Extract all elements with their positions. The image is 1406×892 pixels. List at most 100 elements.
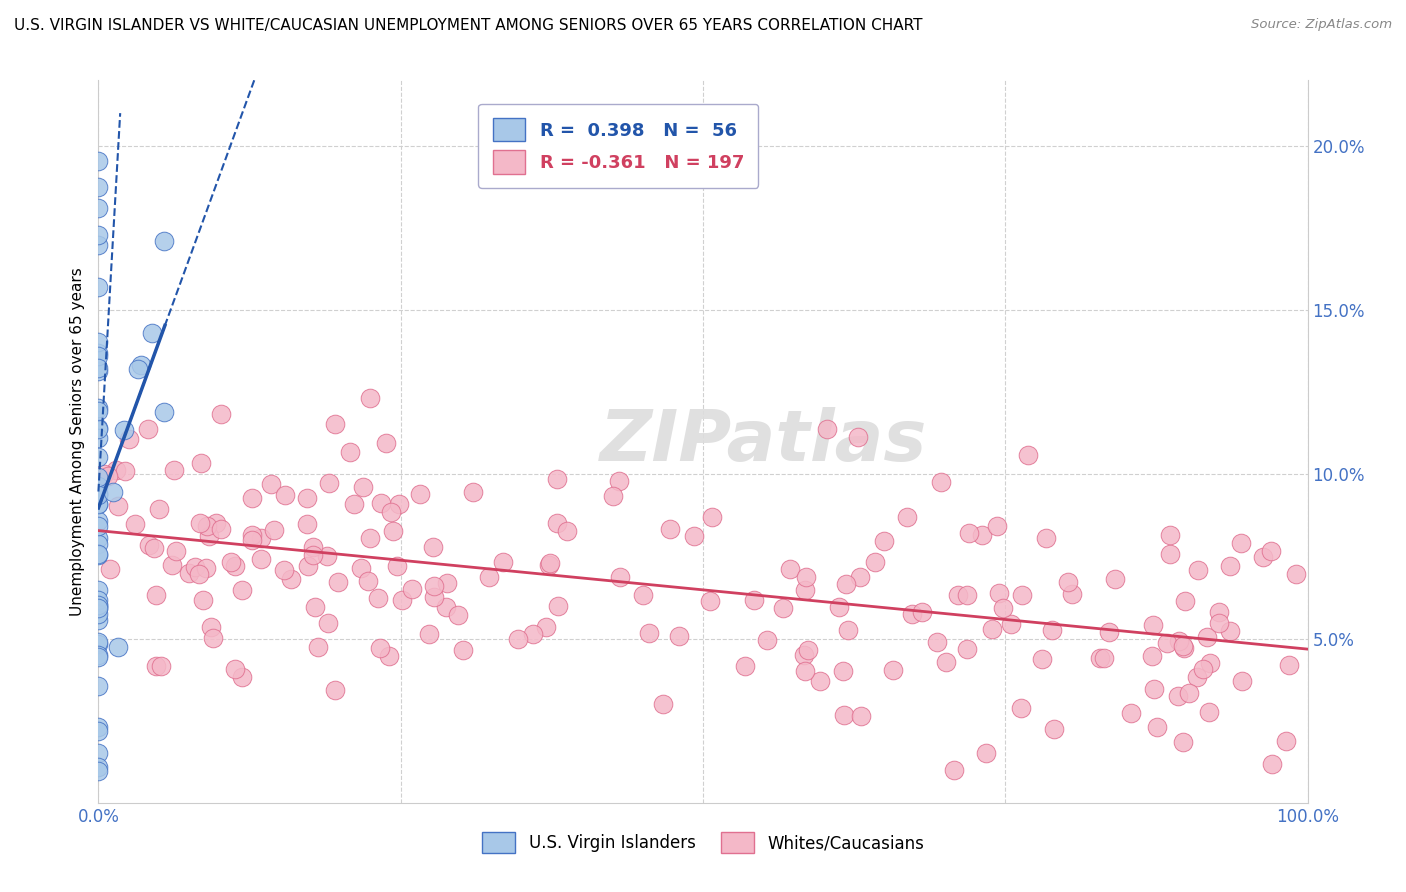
Point [359,391,381,405]
Point [1230,674,1253,689]
Point [107,500,129,514]
Point [668,629,690,643]
Point [1171,735,1194,749]
Point [942,763,965,777]
Point [87,598,110,612]
Point [87,279,110,293]
Point [105,463,128,477]
Point [1230,536,1253,550]
Point [1011,588,1033,602]
Point [651,697,673,711]
Point [339,445,361,459]
Point [87,537,110,551]
Point [87,613,110,627]
Point [197,529,219,543]
Point [93,467,115,482]
Point [1174,594,1197,608]
Point [177,566,200,581]
Point [87,486,110,500]
Point [166,544,188,558]
Point [1251,549,1274,564]
Point [87,497,110,511]
Point [808,674,831,689]
Point [249,552,271,566]
Point [323,417,346,432]
Point [1035,531,1057,545]
Point [326,575,349,590]
Point [250,531,273,545]
Point [1173,640,1195,655]
Point [1178,686,1201,700]
Point [1098,624,1121,639]
Point [87,514,110,528]
Point [129,359,152,373]
Point [873,534,896,549]
Point [318,475,340,490]
Point [849,570,872,584]
Point [87,179,110,194]
Point [263,523,285,537]
Point [124,517,146,532]
Point [350,560,373,574]
Point [1167,689,1189,703]
Point [87,720,110,734]
Point [546,472,568,486]
Point [1159,527,1181,541]
Point [295,517,318,532]
Point [1010,701,1032,715]
Point [87,679,110,693]
Point [87,450,110,465]
Point [87,519,110,533]
Point [451,642,474,657]
Point [87,650,110,665]
Point [87,349,110,363]
Point [492,555,515,569]
Point [447,608,470,623]
Point [508,632,530,647]
Point [87,360,110,375]
Point [280,572,302,586]
Point [1159,547,1181,561]
Point [87,598,110,612]
Legend: U.S. Virgin Islanders, Whites/Caucasians: U.S. Virgin Islanders, Whites/Caucasians [475,826,931,860]
Point [240,491,263,506]
Point [794,569,817,583]
Point [1040,623,1063,637]
Point [87,364,110,378]
Point [195,519,218,533]
Point [87,648,110,662]
Point [1043,722,1066,736]
Point [401,582,423,596]
Point [307,640,329,654]
Point [87,404,110,418]
Point [837,623,859,637]
Point [793,582,815,597]
Point [538,556,561,570]
Point [87,601,110,615]
Point [988,586,1011,600]
Point [297,558,319,573]
Point [112,423,135,437]
Point [1121,706,1143,721]
Point [87,201,110,215]
Point [699,594,721,608]
Point [1056,574,1078,589]
Point [901,607,924,622]
Point [382,524,405,539]
Point [1168,634,1191,648]
Point [114,464,136,478]
Point [302,540,325,554]
Point [87,601,110,615]
Point [557,524,579,538]
Point [190,457,212,471]
Point [1000,616,1022,631]
Point [391,592,413,607]
Point [87,335,110,350]
Point [1274,733,1296,747]
Point [370,496,392,510]
Point [188,516,211,530]
Point [742,592,765,607]
Point [993,601,1015,615]
Text: ZIPatlas: ZIPatlas [600,407,927,476]
Point [1187,563,1209,577]
